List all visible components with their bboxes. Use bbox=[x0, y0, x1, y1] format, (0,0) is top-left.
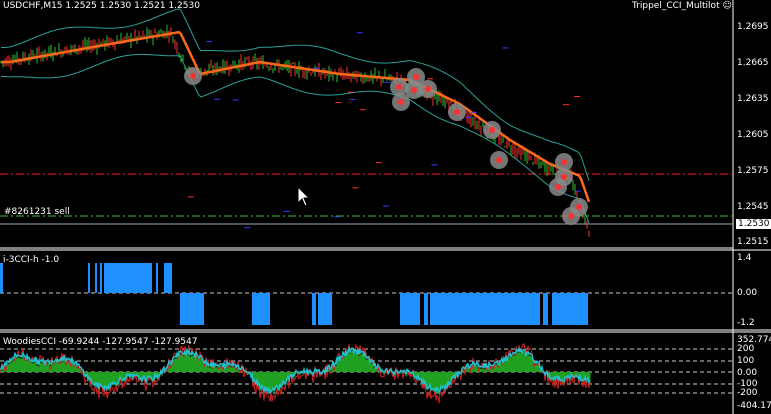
sub2-label: WoodiesCCI -69.9244 -127.9547 -127.9547 bbox=[3, 337, 198, 347]
trade-marker-dot bbox=[561, 174, 567, 180]
price-tick: 1.2695 bbox=[737, 22, 769, 32]
smiley-icon: ☺ bbox=[722, 1, 732, 11]
cci-bar-down bbox=[252, 293, 270, 325]
price-tick: 1.2545 bbox=[737, 202, 769, 212]
trade-marker-dot bbox=[561, 159, 567, 165]
bollinger-lower bbox=[0, 53, 590, 224]
sub2-tick: -100 bbox=[737, 379, 758, 389]
sub2-tick: 200 bbox=[737, 344, 755, 354]
mouse-cursor bbox=[297, 185, 311, 207]
cci-bar-up bbox=[0, 263, 3, 293]
trade-marker-dot bbox=[454, 109, 460, 115]
cci-bar-up bbox=[156, 263, 158, 293]
sub2-tick: 0.00 bbox=[737, 368, 758, 378]
cci-bar-up bbox=[104, 263, 152, 293]
trade-marker-dot bbox=[413, 74, 419, 80]
expert-name-text: Trippel_CCI_Multilot bbox=[632, 1, 720, 11]
trade-marker-dot bbox=[425, 86, 431, 92]
cci-bar-down bbox=[400, 293, 420, 325]
trade-marker-dot bbox=[576, 204, 582, 210]
trade-marker-dot bbox=[568, 213, 574, 219]
price-tick: 1.2575 bbox=[737, 166, 769, 176]
cci-bar-up bbox=[164, 263, 172, 293]
cci-bar-down bbox=[430, 293, 540, 325]
order-label: #8261231 sell bbox=[4, 207, 70, 217]
cci-bar-down bbox=[312, 293, 316, 325]
cci-bar-up bbox=[95, 263, 97, 293]
moving-average bbox=[1, 30, 591, 203]
woodies-cci-line bbox=[0, 345, 591, 395]
expert-name: Trippel_CCI_Multilot ☺ bbox=[632, 1, 732, 11]
trade-marker-dot bbox=[398, 99, 404, 105]
price-tick: 1.2635 bbox=[737, 94, 769, 104]
sub1-tick: 1.4 bbox=[737, 253, 752, 263]
price-tick: 1.2605 bbox=[737, 130, 769, 140]
cci-bar-up bbox=[100, 263, 102, 293]
symbol-info: USDCHF,M15 1.2525 1.2530 1.2521 1.2530 bbox=[3, 1, 200, 11]
cci-bar-down bbox=[180, 293, 204, 325]
cci-bar-down bbox=[424, 293, 428, 325]
cci-bar-down bbox=[552, 293, 588, 325]
trade-marker-dot bbox=[555, 184, 561, 190]
bollinger-upper bbox=[0, 8, 590, 182]
sub2-tick: 100 bbox=[737, 356, 755, 366]
cci-bar-up bbox=[88, 263, 90, 293]
trade-marker-dot bbox=[396, 84, 402, 90]
sub2-tick: -404.17 bbox=[737, 401, 771, 411]
trade-marker-dot bbox=[411, 87, 417, 93]
sub1-tick: -1.2 bbox=[737, 318, 755, 328]
price-tick: 1.2515 bbox=[737, 237, 769, 247]
trade-marker-dot bbox=[190, 73, 196, 79]
sub2-tick: 352.774 bbox=[737, 335, 771, 345]
price-tick: 1.2665 bbox=[737, 58, 769, 68]
current-price-label: 1.2530 bbox=[736, 219, 771, 229]
turbo-cci-line bbox=[0, 342, 591, 404]
trade-marker-dot bbox=[489, 127, 495, 133]
sub1-label: i-3CCI-h -1.0 bbox=[3, 255, 60, 265]
sub2-tick: -200 bbox=[737, 388, 758, 398]
cci-bar-down bbox=[318, 293, 332, 325]
trade-marker-dot bbox=[496, 157, 502, 163]
sub1-tick: 0.00 bbox=[737, 288, 758, 298]
cci-bar-down bbox=[543, 293, 548, 325]
